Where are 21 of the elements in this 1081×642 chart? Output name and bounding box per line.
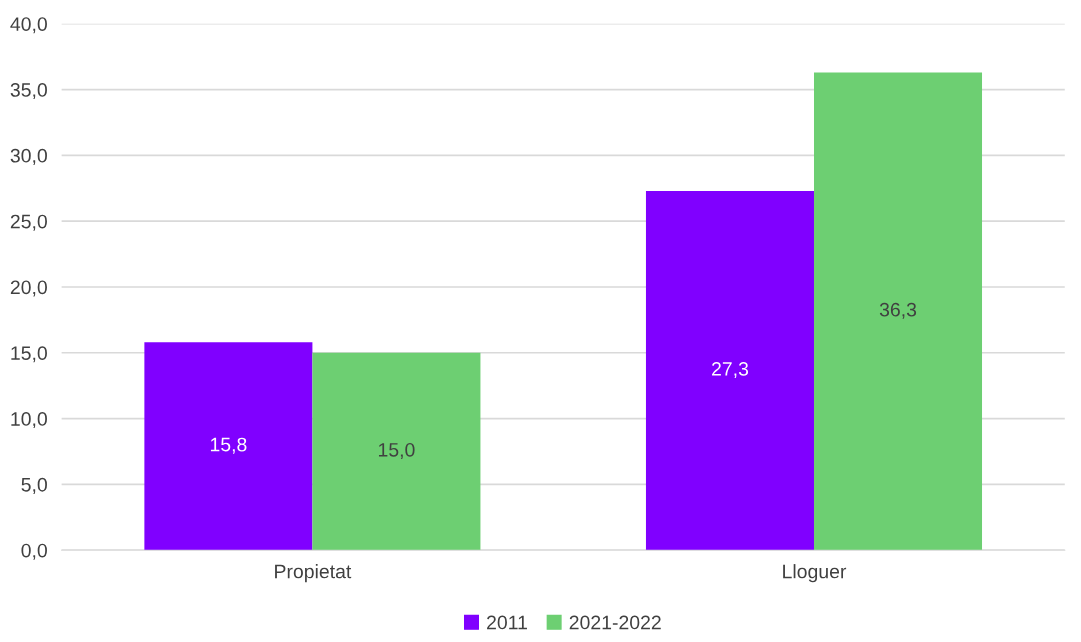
y-tick-label: 10,0: [11, 412, 47, 429]
bar: [144, 342, 313, 551]
bar: [813, 72, 983, 551]
y-tick-label: 25,0: [10, 214, 47, 231]
y-tick-label: 30,0: [10, 148, 47, 165]
bar: [312, 352, 481, 551]
data-label: 27,3: [712, 362, 749, 379]
y-tick-label: 15,0: [11, 346, 47, 363]
bar: [645, 190, 814, 551]
x-tick-label: Lloguer: [783, 564, 847, 583]
y-tick-label: 20,0: [10, 280, 47, 297]
y-tick-label: 0,0: [21, 543, 47, 560]
data-label: 36,3: [879, 302, 917, 319]
x-tick-label: Propietat: [275, 564, 352, 583]
y-tick-label: 40,0: [10, 17, 47, 34]
legend-label: 2011: [487, 615, 527, 630]
data-label: 15,8: [210, 437, 247, 454]
y-tick-label: 5,0: [21, 477, 47, 494]
data-label: 15,0: [378, 442, 415, 459]
legend-label: 2021-2022: [569, 615, 661, 630]
y-tick-label: 35,0: [10, 83, 47, 100]
